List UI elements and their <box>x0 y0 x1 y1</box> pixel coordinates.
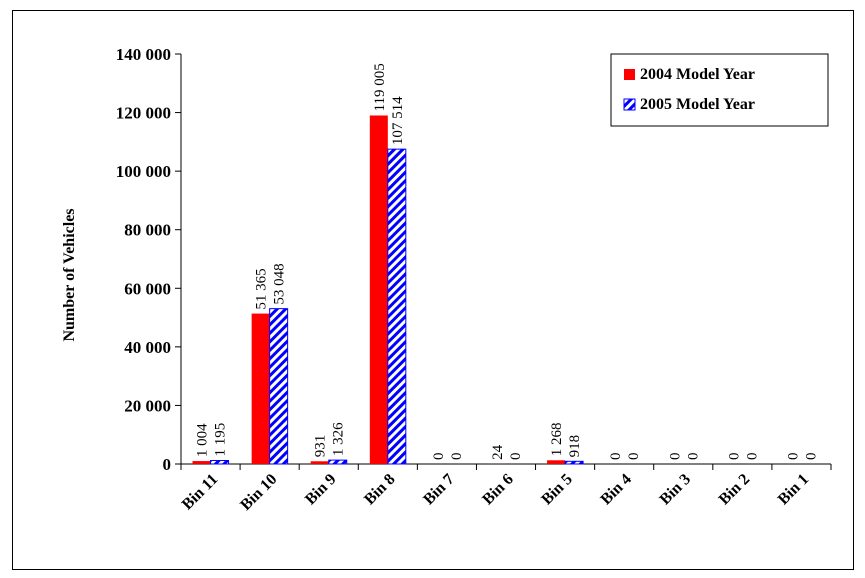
x-category-label: Bin 11 <box>179 471 222 514</box>
data-label: 0 <box>449 453 465 461</box>
data-label: 24 <box>490 444 506 460</box>
data-label: 0 <box>608 453 624 461</box>
data-label: 0 <box>803 453 819 461</box>
x-category-label: Bin 10 <box>237 471 280 514</box>
bar-2004-0 <box>192 461 211 464</box>
data-label: 1 004 <box>195 423 211 457</box>
legend-label-2005: 2005 Model Year <box>640 96 755 113</box>
chart-frame: 0 20 000 40 000 60 000 80 000 100 000 120 000 1… <box>12 10 854 570</box>
y-tick-label: 140 000 <box>116 45 171 64</box>
legend: 2004 Model Year 2005 Model Year <box>610 53 829 127</box>
x-category-label: Bin 9 <box>302 471 339 508</box>
data-label: 0 <box>508 453 524 461</box>
bar-2004-2 <box>310 461 329 464</box>
x-category-label: Bin 2 <box>716 471 753 508</box>
data-label: 918 <box>567 435 583 458</box>
data-label: 0 <box>744 453 760 461</box>
data-label: 0 <box>726 453 742 461</box>
bar-2005-1 <box>269 308 289 465</box>
data-label: 107 514 <box>390 96 406 145</box>
data-label: 0 <box>626 453 642 461</box>
y-tick-label: 20 000 <box>124 396 171 415</box>
bars <box>192 115 584 465</box>
data-label: 0 <box>431 453 447 461</box>
data-label: 51 365 <box>254 268 270 309</box>
bar-chart: 0 20 000 40 000 60 000 80 000 100 000 120 000 1… <box>61 45 832 514</box>
y-tick-label: 40 000 <box>124 338 171 357</box>
y-tick-label: 60 000 <box>124 279 171 298</box>
y-axis-title: Number of Vehicles <box>61 208 78 341</box>
data-label: 1 326 <box>331 422 347 456</box>
x-category-label: Bin 5 <box>538 471 575 508</box>
data-label: 1 268 <box>549 423 565 457</box>
x-category-label: Bin 3 <box>657 471 694 508</box>
bar-2004-6 <box>547 460 566 464</box>
bar-2005-0 <box>210 460 230 465</box>
bar-2004-1 <box>251 313 270 464</box>
data-label: 1 195 <box>213 423 229 457</box>
x-category-label: Bin 6 <box>479 471 516 508</box>
legend-box <box>610 53 829 127</box>
data-label: 931 <box>313 435 329 458</box>
bar-2005-3 <box>387 148 407 465</box>
y-axis: 0 20 000 40 000 60 000 80 000 100 000 120 000 1… <box>116 45 182 474</box>
x-category-label: Bin 7 <box>420 471 457 508</box>
y-tick-label: 80 000 <box>124 221 171 240</box>
y-tick-label: 120 000 <box>116 104 171 123</box>
y-tick-label: 0 <box>163 455 172 474</box>
legend-swatch-2005 <box>623 98 636 111</box>
data-label: 53 048 <box>272 263 288 304</box>
bar-2005-6 <box>564 460 584 465</box>
x-category-label: Bin 1 <box>775 471 812 508</box>
data-label: 0 <box>785 453 801 461</box>
data-label: 0 <box>685 453 701 461</box>
data-label: 119 005 <box>372 63 388 111</box>
x-category-label: Bin 4 <box>598 471 635 508</box>
y-tick-label: 100 000 <box>116 162 171 181</box>
x-axis: Bin 11 Bin 10 Bin 9 Bin 8 Bin 7 Bin 6 Bin 5 Bin… <box>179 463 832 514</box>
legend-label-2004: 2004 Model Year <box>640 66 755 83</box>
legend-swatch-2004 <box>624 69 635 80</box>
x-category-label: Bin 8 <box>361 471 398 508</box>
bar-2005-2 <box>328 459 348 465</box>
bar-2004-3 <box>369 115 388 465</box>
data-label: 0 <box>667 453 683 461</box>
